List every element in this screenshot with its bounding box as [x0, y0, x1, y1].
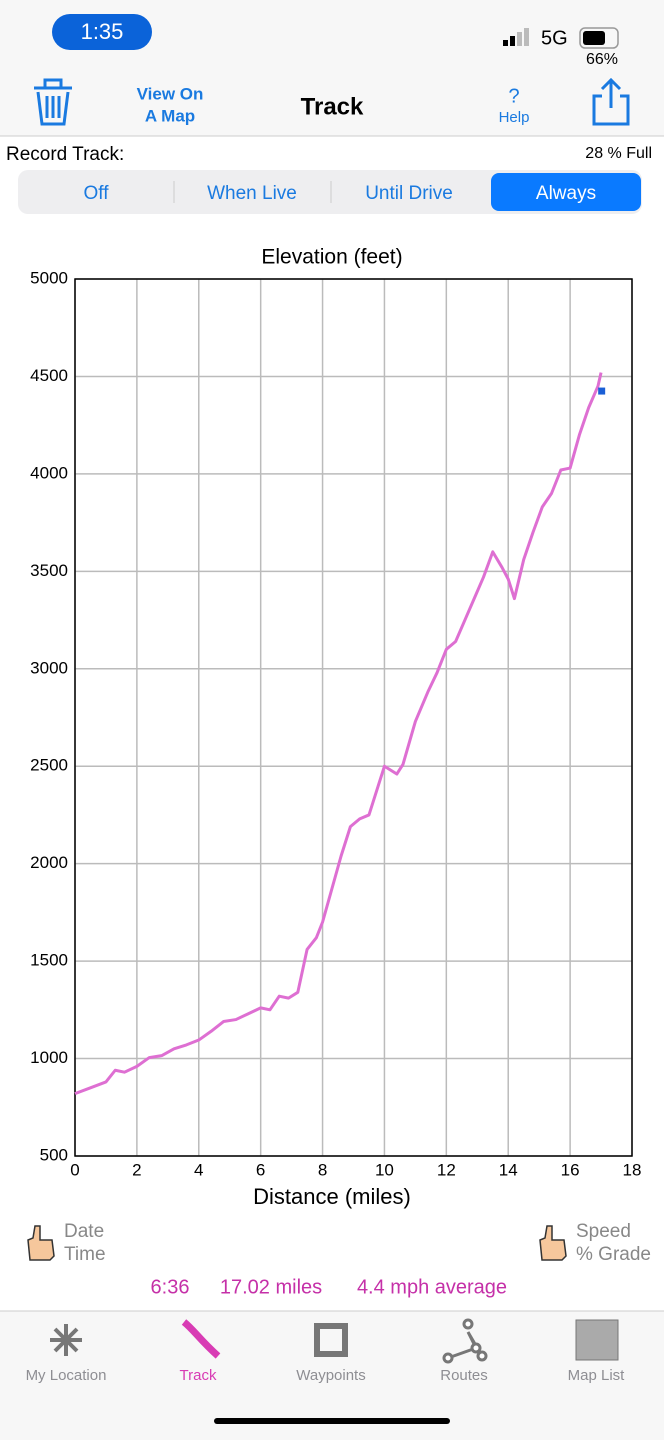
y-tick-label: 5000 — [30, 268, 68, 287]
current-position — [598, 387, 606, 395]
toggle-right[interactable]: Speed — [576, 1221, 631, 1242]
y-tick-label: 4500 — [30, 366, 68, 385]
x-tick-label: 18 — [623, 1160, 642, 1179]
routes-icon — [442, 1318, 488, 1364]
chart-title: Elevation (feet) — [261, 246, 402, 269]
time-pill — [52, 14, 152, 50]
x-tick-label: 8 — [318, 1160, 327, 1179]
stat-duration: 6:36 — [151, 1276, 190, 1298]
x-tick-label: 14 — [499, 1160, 518, 1179]
segment[interactable]: When Live — [207, 183, 297, 204]
x-tick-label: 0 — [70, 1160, 79, 1179]
nav-title: Track — [301, 93, 364, 120]
x-tick-label: 6 — [256, 1160, 265, 1179]
plot-area — [75, 279, 632, 1156]
stat-speed: 4.4 mph average — [357, 1276, 507, 1298]
battery-percent: 66% — [586, 51, 618, 68]
tab-label[interactable]: Waypoints — [296, 1367, 365, 1384]
hand-icon[interactable] — [27, 1225, 55, 1261]
signal-icon — [503, 28, 529, 46]
segment-selected — [491, 173, 641, 211]
tab-label[interactable]: My Location — [26, 1367, 107, 1384]
y-tick-label: 2000 — [30, 853, 68, 872]
tab-label[interactable]: Routes — [440, 1367, 488, 1384]
battery-level — [583, 31, 605, 45]
x-tick-label: 16 — [561, 1160, 580, 1179]
trash-button[interactable] — [34, 78, 72, 126]
x-tick-label: 4 — [194, 1160, 203, 1179]
y-tick-label: 3000 — [30, 658, 68, 677]
x-tick-label: 12 — [437, 1160, 456, 1179]
toggle-right[interactable]: % Grade — [576, 1244, 651, 1265]
x-axis-label: Distance (miles) — [253, 1184, 411, 1209]
location-icon — [50, 1324, 82, 1356]
elevation-line — [74, 372, 603, 1096]
map-button[interactable]: A Map — [145, 106, 195, 125]
map-list-icon — [575, 1319, 619, 1361]
map-button[interactable]: View On — [137, 84, 204, 103]
y-tick-label: 1500 — [30, 951, 68, 970]
status-time: 1:35 — [81, 19, 124, 44]
track-icon — [181, 1319, 221, 1359]
y-tick-label: 1000 — [30, 1048, 68, 1067]
tab-label[interactable]: Map List — [568, 1367, 626, 1384]
stat-distance: 17.02 miles — [220, 1276, 322, 1298]
toggle-left[interactable]: Date — [64, 1221, 104, 1242]
record-label: Record Track: — [6, 144, 124, 165]
y-tick-label: 500 — [40, 1145, 68, 1164]
toggle-left[interactable]: Time — [64, 1244, 106, 1265]
y-tick-label: 2500 — [30, 756, 68, 775]
share-button[interactable] — [592, 77, 630, 126]
battery-icon — [579, 27, 619, 49]
plot-border — [74, 278, 633, 1157]
hand-icon[interactable] — [539, 1225, 567, 1261]
waypoints-icon — [314, 1323, 348, 1357]
tab-label[interactable]: Track — [180, 1367, 217, 1384]
storage: 28 % Full — [585, 145, 652, 162]
x-tick-label: 10 — [375, 1160, 394, 1179]
segment[interactable]: Off — [84, 183, 110, 204]
y-tick-label: 4000 — [30, 463, 68, 482]
y-tick-label: 3500 — [30, 561, 68, 580]
segment[interactable]: Until Drive — [365, 183, 453, 204]
home-indicator — [214, 1418, 450, 1424]
segment[interactable]: Always — [536, 183, 596, 204]
x-tick-label: 2 — [132, 1160, 141, 1179]
help-icon[interactable]: ? — [508, 85, 519, 107]
network: 5G — [541, 27, 568, 49]
help-button[interactable]: Help — [499, 109, 530, 126]
